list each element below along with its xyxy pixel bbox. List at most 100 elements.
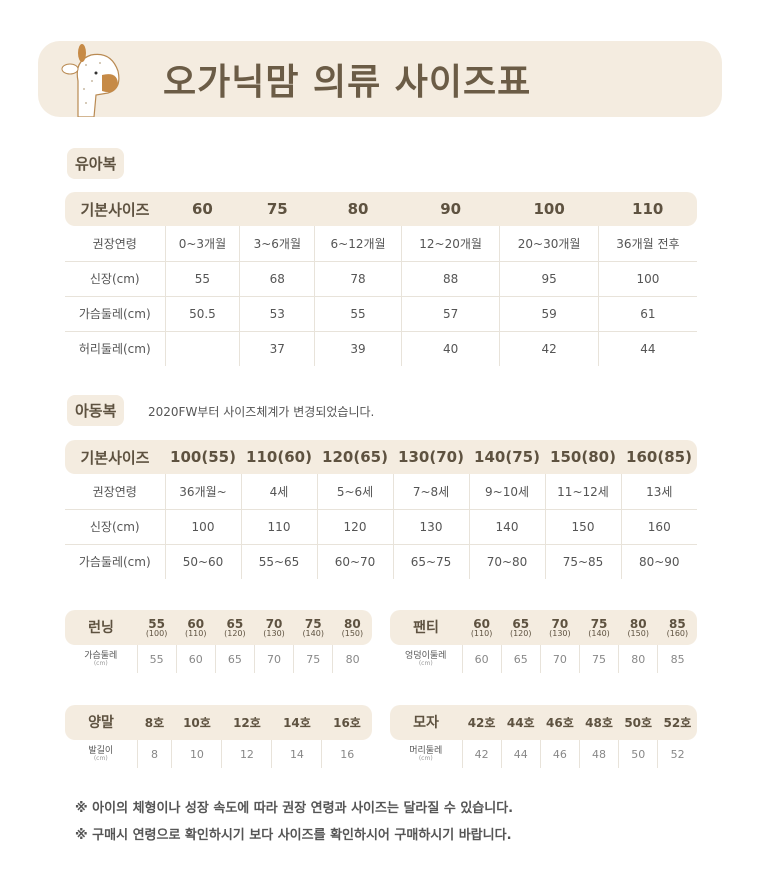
size-cell: 55 (100): [137, 610, 177, 645]
table-cell: 60~70: [316, 544, 393, 579]
row-label-text: 발길이: [88, 745, 114, 756]
table-cell: 52: [657, 740, 697, 768]
table-cell: 53: [239, 296, 315, 332]
size-cell: 16호: [321, 705, 372, 740]
size-alt: (120): [224, 628, 246, 638]
table-cell: 85: [657, 645, 697, 673]
size-label: 10호: [183, 715, 211, 730]
footnote-1: ※ 아이의 체형이나 성장 속도에 따라 권장 연령과 사이즈는 달라질 수 있…: [75, 801, 514, 816]
table-cell: 130: [392, 509, 469, 545]
header-cell: 160(85): [621, 440, 697, 474]
size-label: 75: [590, 616, 608, 631]
size-label: 65: [512, 616, 530, 631]
table-cell: 59: [499, 296, 599, 332]
header-cell: 100: [499, 192, 599, 226]
size-label: 55: [148, 616, 165, 631]
size-cell: 14호: [271, 705, 322, 740]
table-cell: 39: [314, 331, 402, 366]
section-tag-kids: 아동복: [67, 395, 125, 426]
size-label: 70: [551, 616, 569, 631]
header-cell: 기본사이즈: [65, 440, 165, 474]
size-cell: 50호: [618, 705, 658, 740]
table-cell: 55~65: [240, 544, 317, 579]
size-label: 80: [344, 616, 361, 631]
table-cell: 42: [461, 740, 502, 768]
size-label: 48호: [585, 715, 613, 730]
header-cell: 110: [598, 192, 697, 226]
size-label: 44호: [506, 715, 535, 730]
size-cell: 44호: [501, 705, 541, 740]
socks-size-table: 양말 8호 10호 12호 14호 16호 발길이 (cm) 8 10 12 14 16: [65, 705, 372, 768]
size-cell: 70 (130): [254, 610, 294, 645]
size-alt: (130): [549, 628, 571, 638]
size-label: 50호: [624, 715, 653, 730]
table-cell: 50~60: [164, 544, 241, 579]
table-cell: 120: [316, 509, 393, 545]
table-cell: 13세: [620, 474, 697, 510]
table-cell: 150: [544, 509, 621, 545]
size-alt: (130): [263, 628, 285, 638]
size-label: 60: [473, 616, 490, 631]
unit-label: (cm): [418, 754, 433, 762]
table-cell: 50.5: [164, 296, 240, 332]
running-size-table: 런닝 55 (100) 60 (110) 65 (120) 70 (130) 75 (140) 80(…: [65, 610, 372, 673]
size-cell: 85 (160): [657, 610, 697, 645]
size-cell: 10호: [171, 705, 222, 740]
table-row: 신장(cm) 55 68 78 88 95 100: [65, 261, 697, 297]
size-label: 70: [265, 616, 283, 631]
table-cell: 42: [499, 331, 599, 366]
size-cell: 60 (110): [462, 610, 502, 645]
table-row: 가슴둘레(cm) 50~60 55~65 60~70 65~75 70~80 75~85 80…: [65, 544, 697, 579]
table-cell: 40: [400, 331, 500, 366]
size-label: 80: [629, 616, 647, 631]
size-cell: 52호: [657, 705, 697, 740]
header-cell: 기본사이즈: [65, 192, 165, 226]
table-cell: 65: [214, 645, 255, 673]
giraffe-mascot-icon: [61, 44, 120, 117]
section-tag-baby: 유아복: [67, 148, 125, 179]
table-cell: 12: [221, 740, 272, 768]
table-cell: 7~8세: [392, 474, 469, 510]
footnote-2: ※ 구매시 연령으로 확인하시기 보다 사이즈를 확인하시어 구매하시기 바랍니…: [75, 828, 512, 843]
header-cell: 80: [314, 192, 402, 226]
table-cell: 3~6개월: [239, 226, 315, 262]
table-cell: 36개월 전후: [597, 226, 697, 262]
row-label: 가슴둘레(cm): [65, 296, 165, 332]
table-cell: 70: [253, 645, 294, 673]
title-banner: 오가닉맘 의류 사이즈표: [38, 41, 722, 117]
size-label: 60: [187, 616, 205, 631]
table-cell: 160: [620, 509, 697, 545]
table-cell: 36개월~: [164, 474, 241, 510]
table-cell: 60: [461, 645, 502, 673]
hat-size-table: 모자 42호 44호 46호 48호 50호 52호 머리둘레 (cm) 42 44 46 48 50 52: [390, 705, 697, 768]
category-label: 모자: [390, 705, 462, 740]
header-cell: 110(60): [241, 440, 317, 474]
row-label-text: 가슴둘레: [84, 650, 118, 661]
unit-label: (cm): [93, 754, 108, 762]
table-cell: 46: [539, 740, 580, 768]
header-row: 런닝 55 (100) 60 (110) 65 (120) 70 (130) 75 (140) 80(…: [65, 610, 372, 645]
size-cell: 60 (110): [176, 610, 216, 645]
row-label: 신장(cm): [65, 261, 165, 297]
category-label: 런닝: [65, 610, 137, 645]
table-row: 가슴둘레 (cm) 55 60 65 70 75 80: [65, 645, 372, 673]
header-cell: 75: [239, 192, 315, 226]
table-cell: 70~80: [468, 544, 545, 579]
size-label: 14호: [283, 715, 311, 730]
kids-size-note: 2020FW부터 사이즈체계가 변경되었습니다.: [148, 405, 375, 419]
header-row: 기본사이즈 100(55) 110(60) 120(65) 130(70) 140(75)…: [65, 440, 697, 474]
size-label: 8호: [144, 715, 165, 730]
category-label: 양말: [65, 705, 137, 740]
header-cell: 90: [401, 192, 500, 226]
table-cell: 140: [468, 509, 545, 545]
header-cell: 120(65): [317, 440, 393, 474]
table-row: 허리둘레(cm) 37 39 40 42 44: [65, 331, 697, 366]
size-label: 65: [226, 616, 244, 631]
table-row: 권장연령 36개월~ 4세 5~6세 7~8세 9~10세 11~12세 13세: [65, 474, 697, 510]
header-row: 양말 8호 10호 12호 14호 16호: [65, 705, 372, 740]
table-cell: 6~12개월: [314, 226, 402, 262]
table-cell: 68: [239, 261, 315, 297]
table-row: 발길이 (cm) 8 10 12 14 16: [65, 740, 372, 768]
size-cell: 65 (120): [215, 610, 255, 645]
unit-label: (cm): [418, 659, 433, 667]
